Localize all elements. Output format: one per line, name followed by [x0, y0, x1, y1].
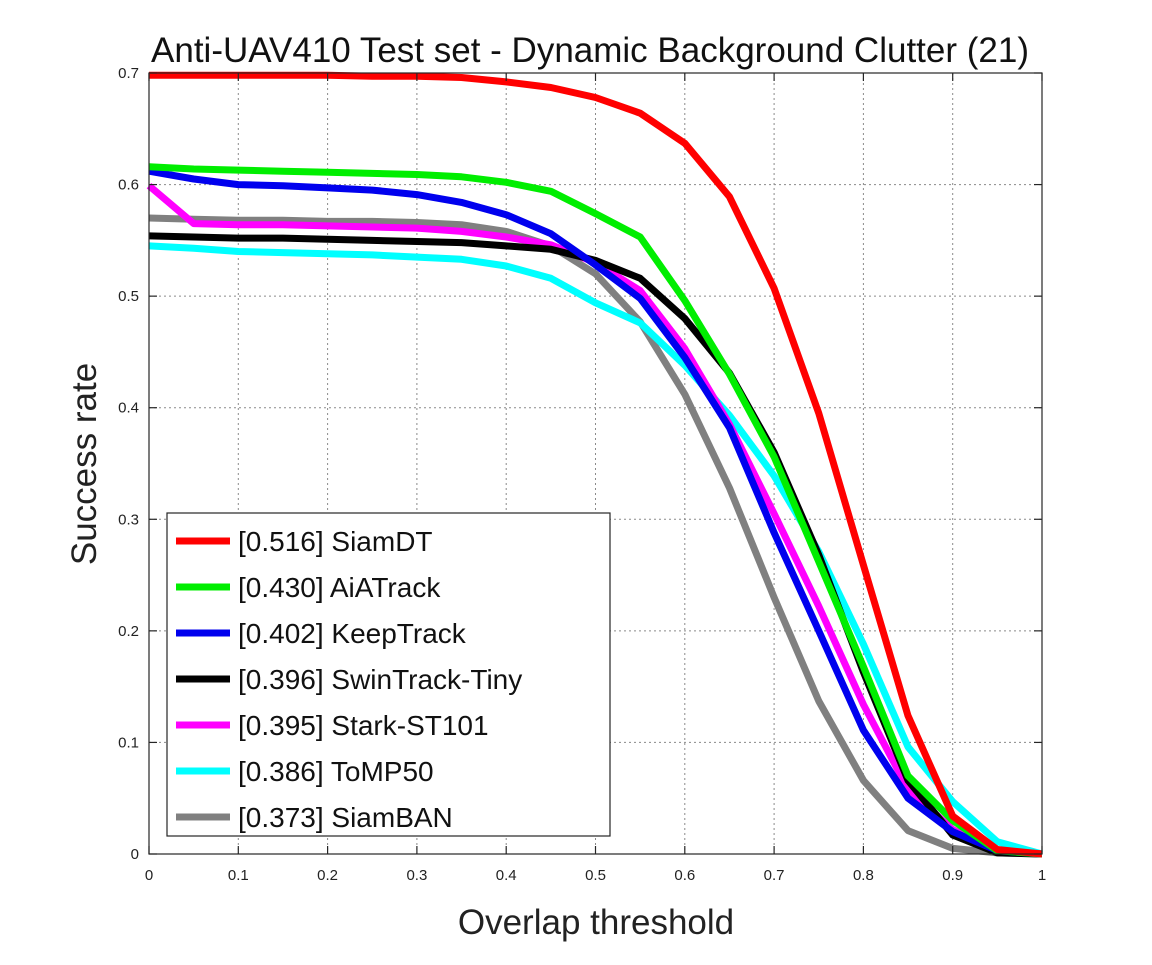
- y-tick-label: 0.6: [118, 177, 139, 194]
- y-tick-label: 0.4: [118, 400, 139, 417]
- x-tick-label: 0.3: [406, 867, 427, 884]
- x-tick-label: 0.6: [674, 867, 695, 884]
- x-tick-label: 1: [1038, 867, 1046, 884]
- legend-label: [0.396] SwinTrack-Tiny: [238, 664, 522, 695]
- legend-label: [0.430] AiATrack: [238, 572, 441, 603]
- legend-label: [0.373] SiamBAN: [238, 802, 453, 833]
- legend-box: [166, 512, 611, 837]
- series-line-1: [149, 71, 1043, 858]
- axis-ticks: 0 0.1 0.2 0.3 0.4 0.5 0.6 0.7 0.8 0.9 1 0 0.1 0.2 0.3 0…: [118, 65, 1046, 884]
- x-axis-label: Overlap threshold: [458, 903, 734, 942]
- series-line-6: [148, 242, 1043, 858]
- legend-label: [0.402] KeepTrack: [238, 618, 467, 649]
- legend: [0.516] SiamDT [0.430] AiATrack [0.402] Ke…: [166, 512, 611, 837]
- y-tick-label: 0: [131, 846, 139, 863]
- x-tick-label: 0.4: [496, 867, 517, 884]
- y-tick-label: 0.5: [118, 288, 139, 305]
- series-lines: [146, 71, 1043, 858]
- legend-label: [0.516] SiamDT: [238, 526, 433, 557]
- legend-label: [0.386] ToMP50: [238, 756, 434, 787]
- x-tick-label: 0.9: [942, 867, 963, 884]
- series-line-2: [148, 163, 1043, 858]
- y-tick-label: 0.7: [118, 65, 139, 82]
- x-tick-label: 0.1: [228, 867, 249, 884]
- series-line-7: [148, 214, 1043, 858]
- y-tick-label: 0.2: [118, 623, 139, 640]
- x-tick-label: 0.8: [853, 867, 874, 884]
- y-tick-label: 0.1: [118, 734, 139, 751]
- series-line-3: [148, 167, 1043, 858]
- x-tick-label: 0: [145, 867, 153, 884]
- legend-label: [0.395] Stark-ST101: [238, 710, 489, 741]
- x-tick-label: 0.2: [317, 867, 338, 884]
- chart-title: Anti-UAV410 Test set - Dynamic Backgroun…: [151, 31, 1029, 70]
- x-tick-label: 0.5: [585, 867, 606, 884]
- y-axis-label: Success rate: [65, 363, 104, 565]
- y-tick-label: 0.3: [118, 511, 139, 528]
- x-tick-label: 0.7: [764, 867, 785, 884]
